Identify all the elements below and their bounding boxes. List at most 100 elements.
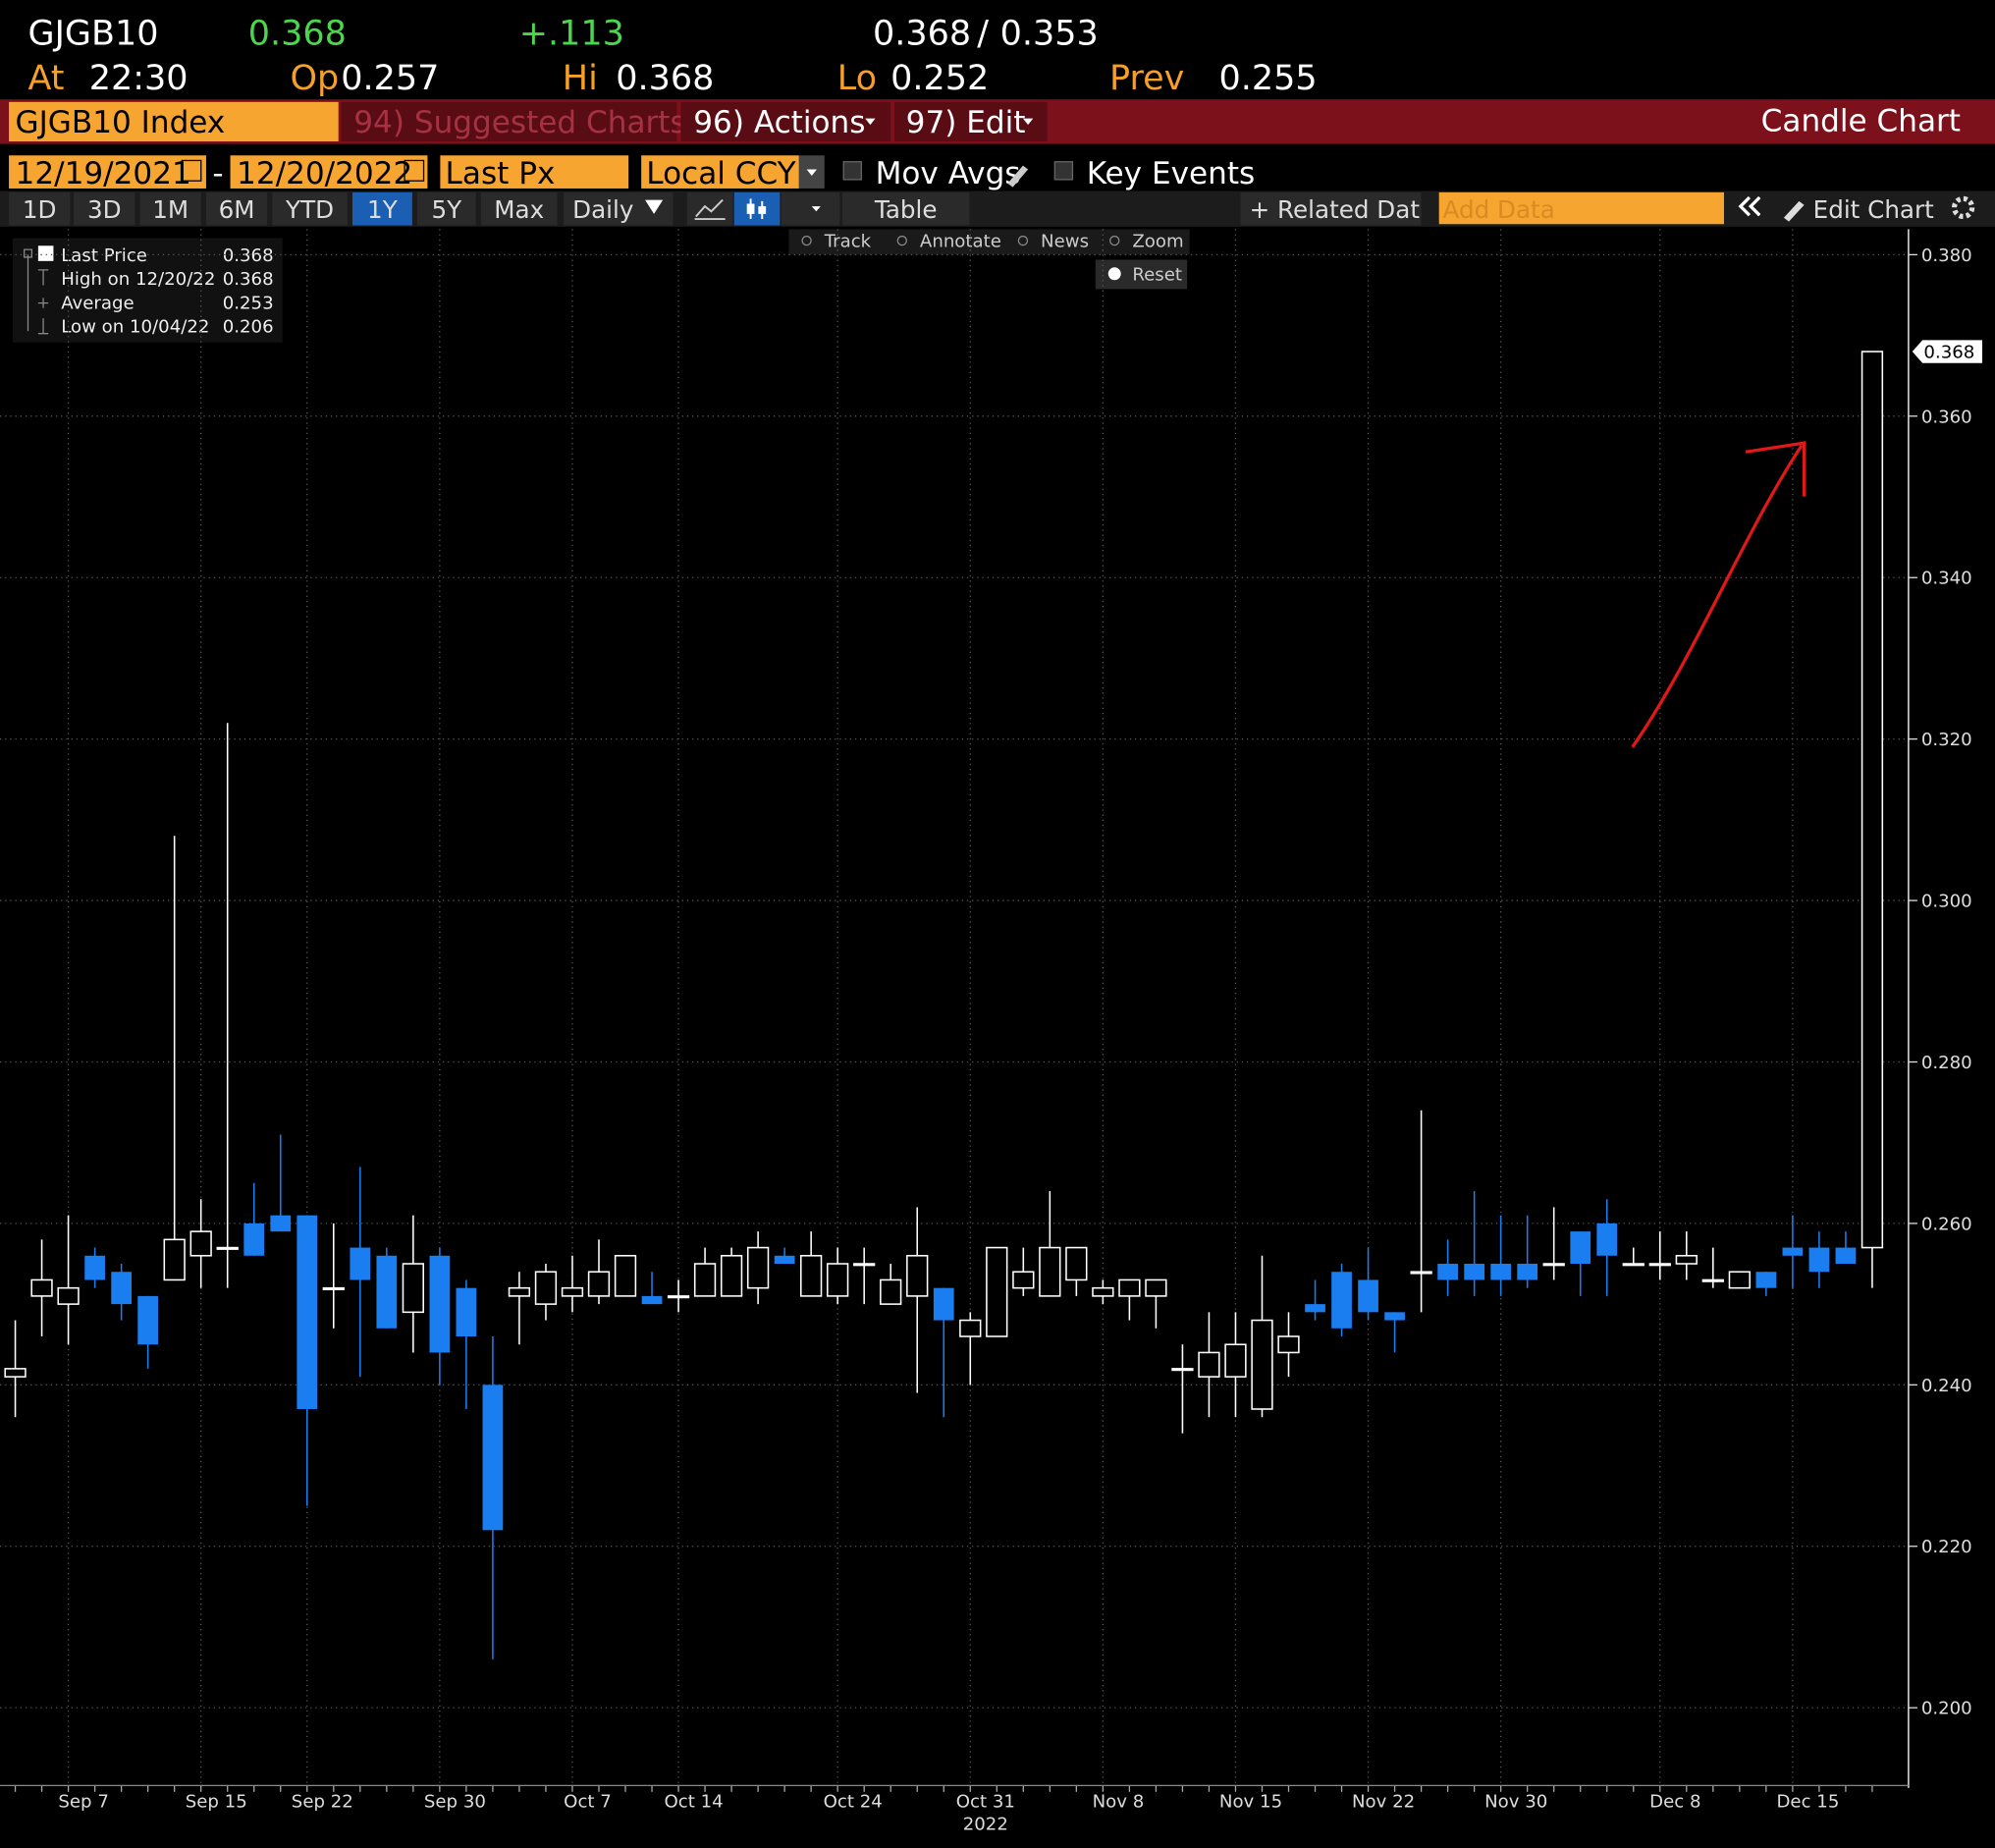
last-value-label: 0.368: [1923, 343, 1974, 363]
edit-chart[interactable]: Edit Chart: [1813, 195, 1934, 224]
frequency[interactable]: Daily: [572, 195, 633, 224]
y-tick-label: 0.260: [1921, 1214, 1972, 1234]
high-label: Hi: [563, 59, 598, 98]
related-button[interactable]: [1240, 191, 1422, 226]
y-tick-label: 0.340: [1921, 569, 1972, 589]
candle-body: [1648, 1263, 1671, 1267]
pencil-icon[interactable]: [1007, 165, 1029, 188]
range-button[interactable]: [139, 191, 201, 226]
table-button[interactable]: [841, 191, 970, 226]
candle-body: [720, 1255, 743, 1297]
range-label[interactable]: 3D: [87, 195, 122, 224]
security[interactable]: GJGB10 Index: [16, 105, 226, 140]
candle-body: [376, 1255, 398, 1329]
tool-label[interactable]: News: [1041, 232, 1089, 252]
range-button[interactable]: [417, 191, 476, 226]
candle-body: [1092, 1286, 1114, 1297]
suggested-button[interactable]: [341, 101, 677, 142]
range-label[interactable]: YTD: [285, 195, 334, 224]
suggested-charts[interactable]: 94) Suggested Charts: [353, 105, 685, 140]
currency-box[interactable]: [641, 155, 799, 189]
candle-body: [1384, 1312, 1405, 1321]
candle-icon: [746, 203, 755, 214]
candle-body: [1782, 1247, 1804, 1256]
candle-body: [402, 1263, 424, 1314]
range-label[interactable]: Max: [494, 195, 544, 224]
candle-body: [1012, 1271, 1035, 1289]
candle-body: [137, 1295, 159, 1345]
security-box[interactable]: [9, 101, 339, 142]
field[interactable]: Last Px: [446, 156, 556, 191]
key-events[interactable]: Key Events: [1087, 156, 1256, 191]
range-label[interactable]: 1M: [152, 195, 189, 224]
candle-body: [1145, 1278, 1167, 1297]
line-chart-button[interactable]: [686, 191, 733, 226]
candle-body: [1755, 1272, 1777, 1288]
end-date-box[interactable]: [230, 155, 428, 189]
checkbox[interactable]: [1053, 161, 1074, 181]
related-data[interactable]: + Related Data: [1250, 195, 1435, 224]
range-button[interactable]: [9, 191, 71, 226]
candle-body: [959, 1319, 982, 1337]
range-button[interactable]: [205, 191, 268, 226]
candle-body: [57, 1286, 80, 1305]
edit-button[interactable]: [894, 101, 1048, 142]
tool-icon: [801, 235, 812, 246]
tool-icon: [1017, 235, 1029, 246]
range-button[interactable]: [480, 191, 558, 226]
edit[interactable]: 97) Edit: [906, 105, 1026, 140]
low-label: Lo: [837, 59, 877, 98]
tool-label[interactable]: Annotate: [920, 232, 1001, 252]
candle-body: [350, 1247, 371, 1280]
add-data-box[interactable]: [1438, 191, 1724, 225]
settings-icon[interactable]: [1951, 195, 1975, 220]
low: 0.252: [890, 59, 989, 98]
calendar-icon[interactable]: [404, 159, 425, 182]
start-date[interactable]: 12/19/2021: [16, 156, 191, 191]
range-label[interactable]: 1Y: [367, 195, 399, 224]
chart-type-dropdown[interactable]: [781, 191, 840, 226]
prev: 0.255: [1218, 59, 1317, 98]
checkbox[interactable]: [842, 161, 862, 181]
legend-label: Average: [61, 293, 134, 313]
reset[interactable]: Reset: [1132, 264, 1182, 285]
candle-body: [4, 1368, 27, 1378]
candle-body: [1622, 1263, 1645, 1267]
range-label[interactable]: 6M: [219, 195, 255, 224]
candle-body: [880, 1278, 902, 1305]
field-box[interactable]: [440, 155, 629, 189]
start-date-box[interactable]: [9, 155, 206, 189]
time: 22:30: [89, 59, 189, 98]
candle-body: [933, 1287, 954, 1321]
range-button[interactable]: [272, 191, 348, 226]
candle-body: [1596, 1223, 1618, 1256]
range-label[interactable]: 5Y: [432, 195, 463, 224]
actions[interactable]: 96) Actions: [693, 105, 865, 140]
y-tick-label: 0.320: [1921, 730, 1972, 750]
table[interactable]: Table: [874, 195, 938, 224]
mov-avgs[interactable]: Mov Avgs: [876, 156, 1021, 191]
add-data[interactable]: Add Data: [1443, 195, 1555, 224]
range-button[interactable]: [351, 191, 412, 226]
candle-body: [1039, 1246, 1061, 1297]
x-tick-label: Sep 7: [58, 1791, 108, 1812]
candle-body: [1410, 1271, 1432, 1275]
range-label[interactable]: 1D: [23, 195, 57, 224]
candle-body: [1437, 1264, 1458, 1280]
end-date[interactable]: 12/20/2022: [237, 156, 412, 191]
candle-chart-button[interactable]: [733, 191, 781, 226]
plot-area: 0.200 0.220 0.240 0.260 0.280 0.300 0.320 0.340…: [0, 229, 1983, 1835]
range-button[interactable]: [74, 191, 135, 226]
tool-label[interactable]: Track: [824, 232, 872, 252]
candle-body: [800, 1255, 823, 1297]
candle-body: [1728, 1271, 1751, 1289]
dropdown-caret: [645, 199, 664, 214]
actions-button[interactable]: [680, 101, 891, 142]
candle-body: [1224, 1343, 1247, 1378]
calendar-icon[interactable]: [181, 159, 202, 182]
currency[interactable]: Local CCY: [646, 156, 796, 191]
collapse-icon[interactable]: [1738, 195, 1761, 217]
dropdown-caret: [811, 206, 821, 212]
tool-label[interactable]: Zoom: [1132, 232, 1183, 252]
